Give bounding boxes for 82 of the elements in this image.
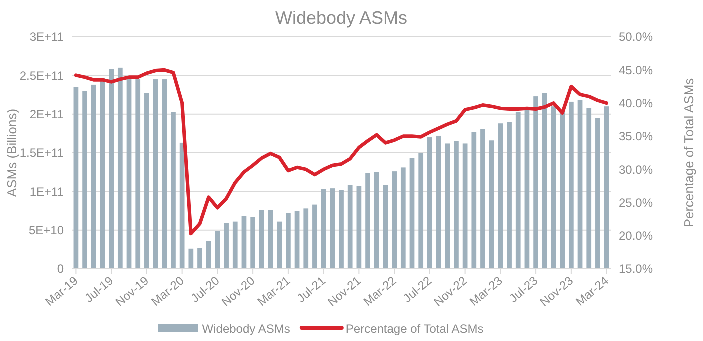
bar [144, 93, 150, 269]
bar [410, 158, 415, 269]
bar [82, 91, 88, 269]
bar [534, 96, 538, 269]
bar [294, 211, 300, 269]
y-tick-label: 3E+11 [30, 30, 64, 44]
y2-tick-label: 20.0% [619, 229, 654, 244]
bar [268, 210, 274, 269]
bar [188, 248, 194, 269]
bar [462, 144, 468, 269]
bar [418, 153, 424, 269]
bar [445, 144, 450, 269]
bar [330, 188, 336, 269]
bar [560, 111, 566, 269]
bar [277, 222, 282, 269]
y-tick-label: 2E+11 [30, 108, 64, 122]
y2-tick-label: 25.0% [619, 196, 654, 210]
y2-tick-label: 30.0% [619, 162, 654, 177]
y-axis-title: ASMs (Billions) [4, 108, 20, 198]
line-series [74, 68, 609, 236]
bar [392, 172, 397, 269]
bar [568, 102, 574, 269]
y-tick-label: 1.5E+11 [20, 146, 64, 160]
bar [578, 100, 583, 269]
bar [480, 129, 486, 269]
bar [498, 124, 504, 269]
bar [489, 140, 494, 269]
y2-tick-label: 50.0% [619, 30, 654, 44]
bar [507, 122, 512, 269]
bar [250, 217, 256, 269]
bar [542, 93, 548, 269]
bar [91, 84, 96, 269]
bar [126, 80, 132, 269]
y2-tick-label: 45.0% [619, 63, 654, 78]
bar [604, 106, 610, 269]
bar [180, 142, 185, 269]
y2-tick-label: 40.0% [619, 96, 654, 110]
bar [551, 106, 556, 269]
bar [118, 68, 123, 269]
legend-label: Percentage of Total ASMs [346, 322, 484, 336]
bar [153, 80, 158, 269]
bar [162, 80, 168, 269]
bar [428, 138, 432, 269]
chart-title: Widebody ASMs [275, 8, 408, 28]
bar [400, 168, 406, 269]
y2-tick-label: 15.0% [619, 262, 654, 276]
bar [198, 248, 202, 269]
y-tick-label: 2.5E+11 [20, 68, 64, 83]
y2-tick-label: 35.0% [619, 130, 654, 144]
bar [472, 132, 477, 269]
bar [242, 216, 247, 269]
bar [215, 231, 220, 269]
legend-label: Widebody ASMs [202, 322, 290, 336]
bar [304, 208, 309, 269]
bar [224, 223, 229, 269]
bar [454, 141, 459, 269]
y-tick-label: 1E+11 [30, 184, 64, 199]
bar [232, 222, 238, 269]
bar [312, 204, 318, 269]
bar [356, 186, 362, 269]
bar [383, 185, 388, 269]
y-tick-label: 0 [57, 262, 64, 276]
bar [286, 213, 291, 269]
bar [259, 210, 264, 269]
bar [74, 87, 79, 269]
bar [109, 69, 114, 269]
bar [586, 108, 592, 269]
bar [524, 110, 530, 269]
bar [100, 78, 106, 269]
bar [348, 185, 353, 269]
bar [436, 136, 442, 269]
y-tick-label: 5E+10 [28, 224, 64, 238]
bar [136, 80, 141, 269]
bar [374, 172, 380, 269]
bar [516, 112, 521, 269]
bar [339, 190, 344, 269]
bar [321, 189, 326, 269]
bar [171, 112, 176, 269]
bar [596, 118, 600, 269]
bar [206, 241, 212, 269]
y2-axis-title: Percentage of Total ASMs [682, 78, 697, 228]
bar [366, 173, 370, 269]
